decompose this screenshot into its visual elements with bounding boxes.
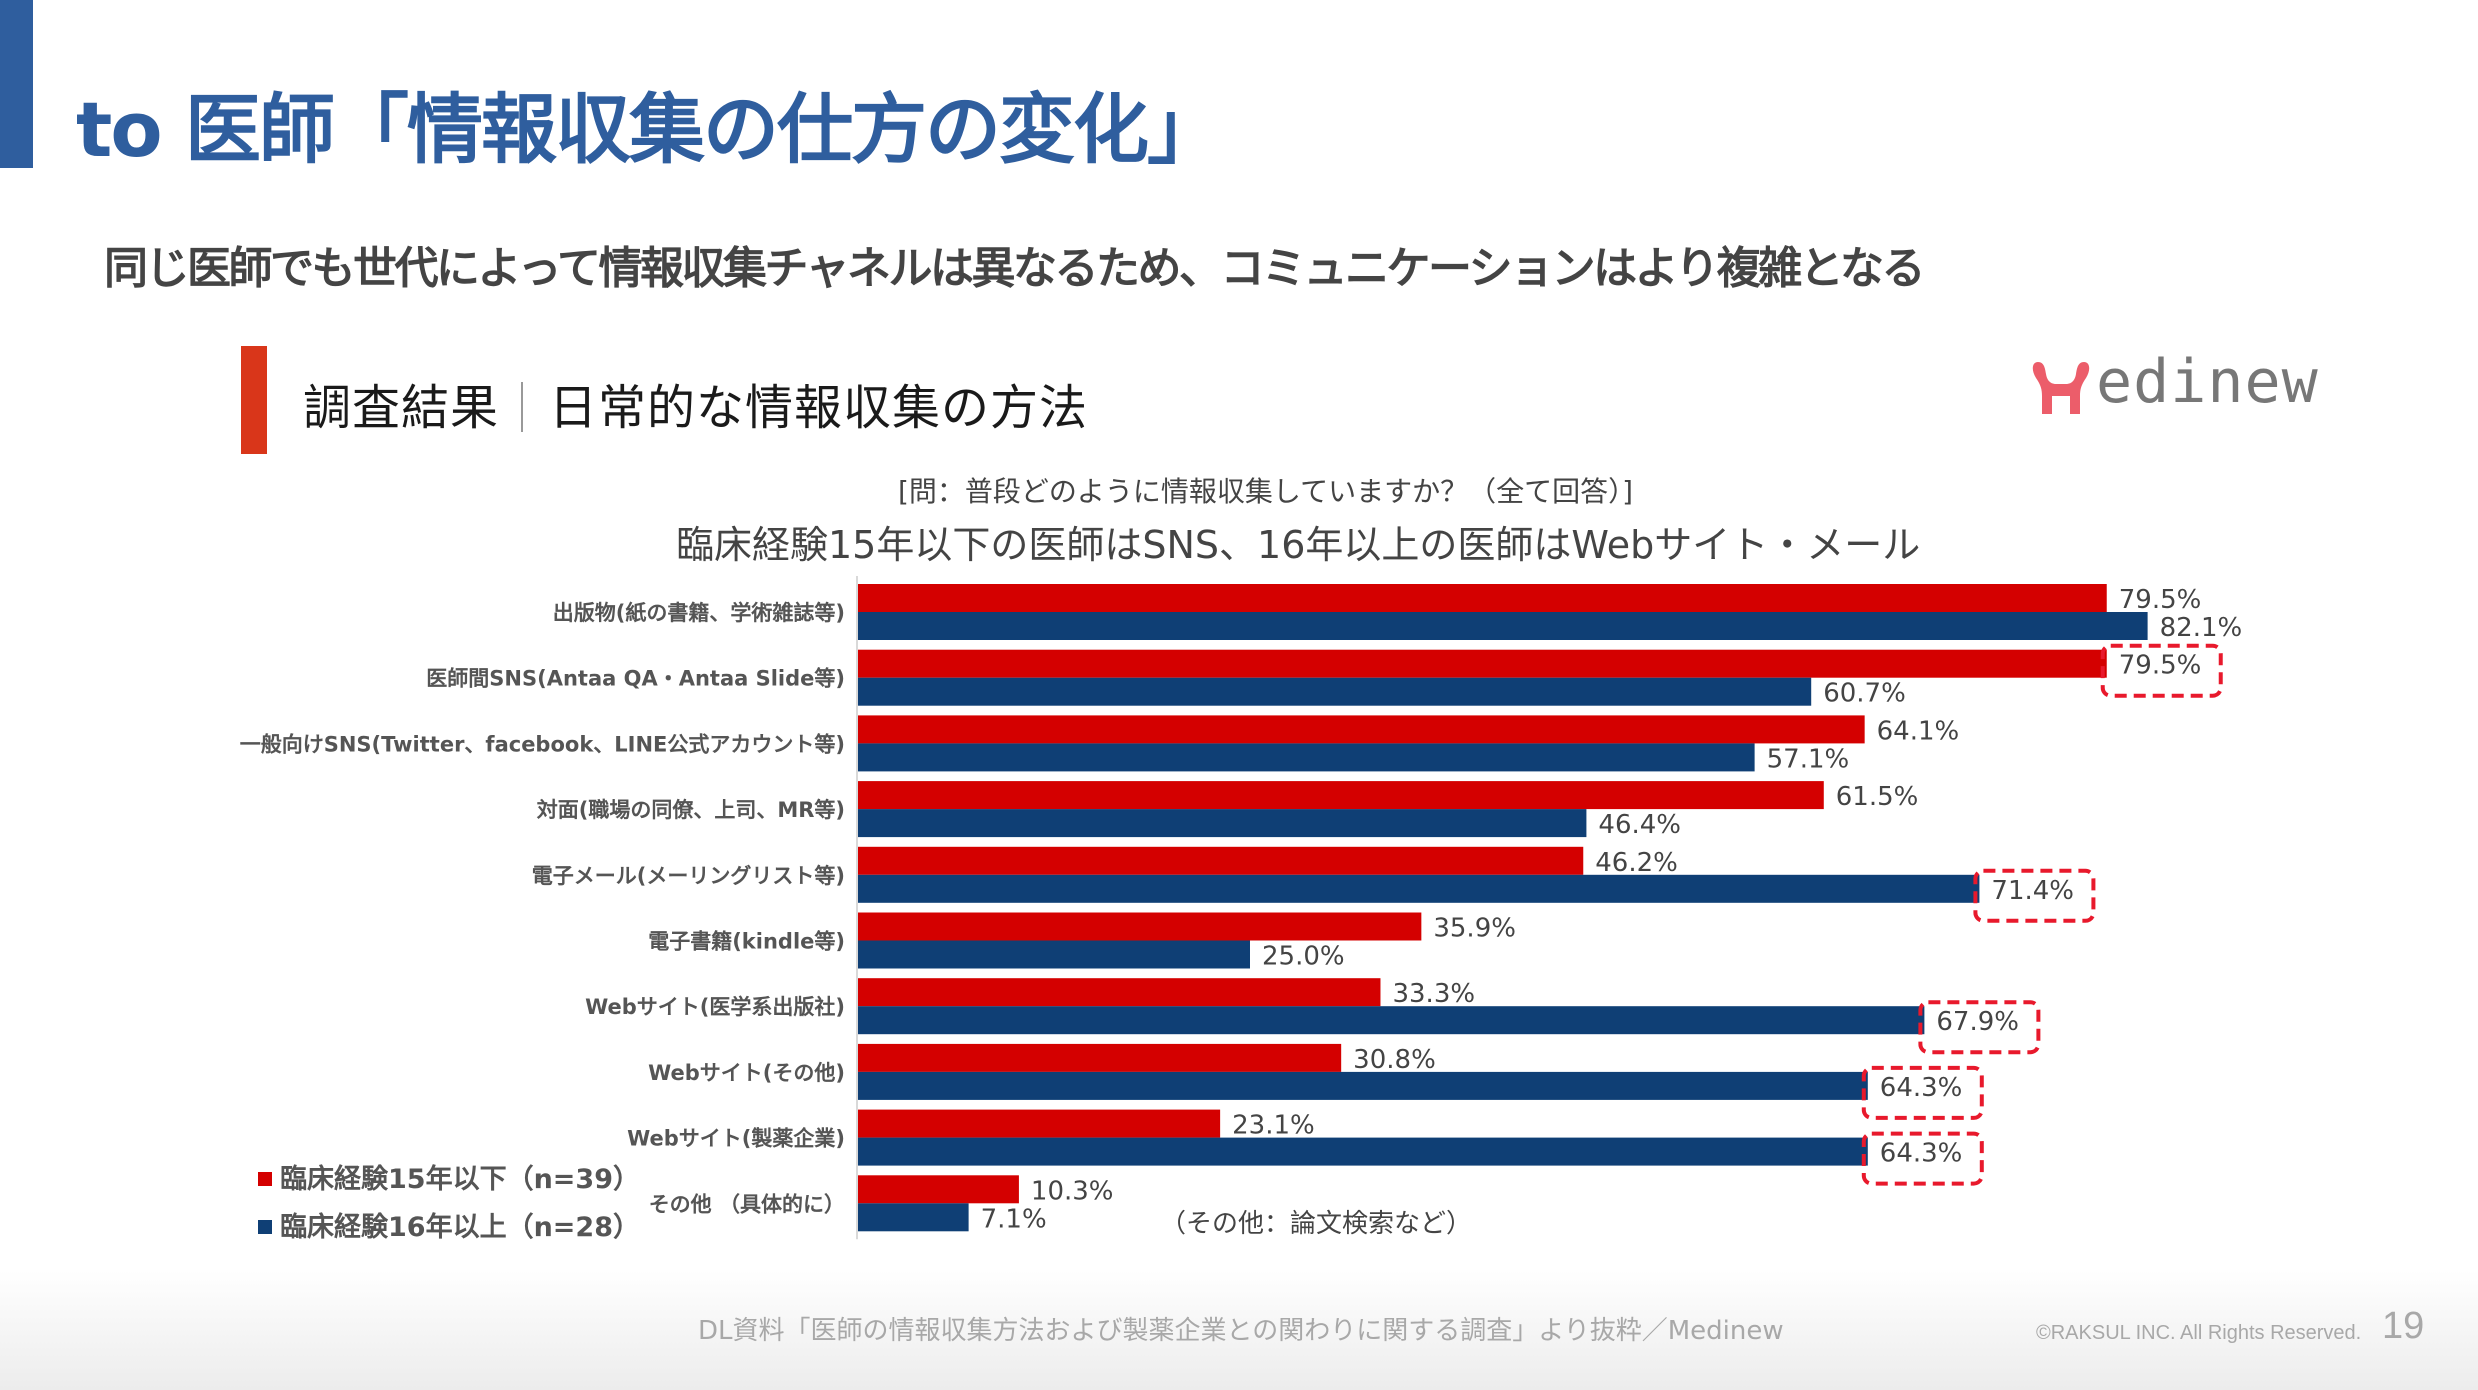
category-label: 対面(職場の同僚、上司、MR等) [537, 798, 845, 822]
bar-over16 [857, 743, 1755, 772]
highlight-boxes [1861, 643, 2223, 1186]
category-label: 一般向けSNS(Twitter、facebook、LINE公式アカウント等) [240, 732, 845, 756]
heading-divider [521, 382, 524, 432]
bar-under15 [857, 1043, 1342, 1072]
category-label: 医師間SNS(Antaa QA・Antaa Slide等) [426, 667, 845, 691]
chart-question: [問：普段どのように情報収集していますか？（全て回答）] [898, 475, 1634, 508]
bar-over16 [857, 809, 1587, 838]
chart-title: 臨床経験15年以下の医師はSNS、16年以上の医師はWebサイト・メール [676, 523, 1921, 567]
bar-under15 [857, 846, 1584, 875]
highlight-box [1861, 1065, 1984, 1120]
chart-bars [857, 584, 2148, 1232]
value-labels: 79.5%82.1%79.5%60.7%64.1%57.1%61.5%46.4%… [981, 585, 2243, 1234]
bar-over16 [857, 1137, 1868, 1166]
legend-label: 臨床経験16年以上（n=28） [280, 1211, 640, 1243]
bar-under15 [857, 584, 2107, 612]
bar-under15 [857, 1175, 1019, 1204]
bar-under15 [857, 1109, 1221, 1138]
value-label: 64.3% [1880, 1073, 1963, 1103]
bar-under15 [857, 781, 1824, 810]
logo-text: edinew [2096, 347, 2319, 417]
bar-under15 [857, 649, 2107, 678]
legend-label: 臨床経験15年以下（n=39） [280, 1163, 640, 1195]
category-labels: 出版物(紙の書籍、学術雑誌等) 医師間SNS(Antaa QA・Antaa Sli… [240, 601, 845, 1216]
bar-over16 [857, 677, 1812, 706]
chart-heading-accent [241, 346, 267, 454]
page-number: 19 [2382, 1305, 2425, 1347]
bar-over16 [857, 1203, 969, 1232]
bar-under15 [857, 978, 1381, 1007]
bar-over16 [857, 1071, 1868, 1100]
value-label: 71.4% [1991, 876, 2074, 906]
chart-legend: 臨床経験15年以下（n=39） 臨床経験16年以上（n=28） [258, 1163, 640, 1243]
slide-title: to 医師「情報収集の仕方の変化」 [76, 85, 1223, 174]
value-label: 82.1% [2160, 613, 2243, 643]
value-label: 60.7% [1823, 679, 1906, 709]
value-label: 7.1% [981, 1204, 1047, 1234]
value-label: 23.1% [1232, 1111, 1315, 1141]
medinew-logo: edinew [2030, 338, 2319, 418]
category-label: 電子メール(メーリングリスト等) [532, 864, 845, 888]
category-label: その他 （具体的に） [649, 1192, 845, 1216]
value-label: 10.3% [1031, 1176, 1114, 1206]
medinew-logo-icon [2032, 362, 2090, 414]
value-label: 46.4% [1598, 810, 1681, 840]
value-label: 64.1% [1877, 716, 1960, 746]
value-label: 30.8% [1353, 1045, 1436, 1075]
highlight-box [1861, 1131, 1984, 1186]
category-label: 出版物(紙の書籍、学術雑誌等) [553, 601, 845, 625]
value-label: 33.3% [1392, 979, 1475, 1009]
value-label: 57.1% [1767, 744, 1850, 774]
chart-annotations: （その他：論文検索など） [1160, 1209, 1472, 1239]
category-label: 電子書籍(kindle等) [648, 930, 845, 954]
chart-heading-label: 調査結果 [303, 380, 500, 436]
bar-over16 [857, 612, 2148, 640]
category-label: Webサイト(その他) [648, 1061, 845, 1085]
value-label: 61.5% [1836, 782, 1919, 812]
chart-heading-title: 日常的な情報収集の方法 [549, 380, 1089, 436]
bar-under15 [857, 912, 1422, 941]
footer-source: DL資料「医師の情報収集方法および製薬企業との関わりに関する調査」より抜粋／Me… [698, 1316, 1784, 1346]
category-label: Webサイト(製薬企業) [627, 1127, 845, 1151]
bar-over16 [857, 874, 1980, 903]
value-label: 46.2% [1595, 848, 1678, 878]
title-accent-bar [0, 0, 33, 168]
value-label: 67.9% [1936, 1007, 2019, 1037]
slide-subtitle: 同じ医師でも世代によって情報収集チャネルは異なるため、コミュニケーションはより複… [104, 243, 1925, 294]
bar-under15 [857, 715, 1865, 744]
value-label: 25.0% [1262, 942, 1345, 972]
legend-swatch [258, 1172, 272, 1186]
bar-over16 [857, 1006, 1925, 1035]
highlight-box [1973, 868, 2096, 923]
highlight-box [1918, 1000, 2041, 1055]
value-label: 79.5% [2119, 651, 2202, 681]
copyright: ©RAKSUL INC. All Rights Reserved. [2036, 1322, 2362, 1344]
value-label: 35.9% [1433, 914, 1516, 944]
category-label: Webサイト(医学系出版社) [585, 995, 845, 1019]
value-label: 79.5% [2119, 585, 2202, 615]
annotation-text: （その他：論文検索など） [1160, 1209, 1472, 1239]
chart-heading: 調査結果 日常的な情報収集の方法 [303, 368, 1088, 438]
highlight-box [2100, 643, 2223, 698]
value-label: 64.3% [1880, 1139, 1963, 1169]
legend-swatch [258, 1220, 272, 1234]
bar-over16 [857, 940, 1250, 969]
